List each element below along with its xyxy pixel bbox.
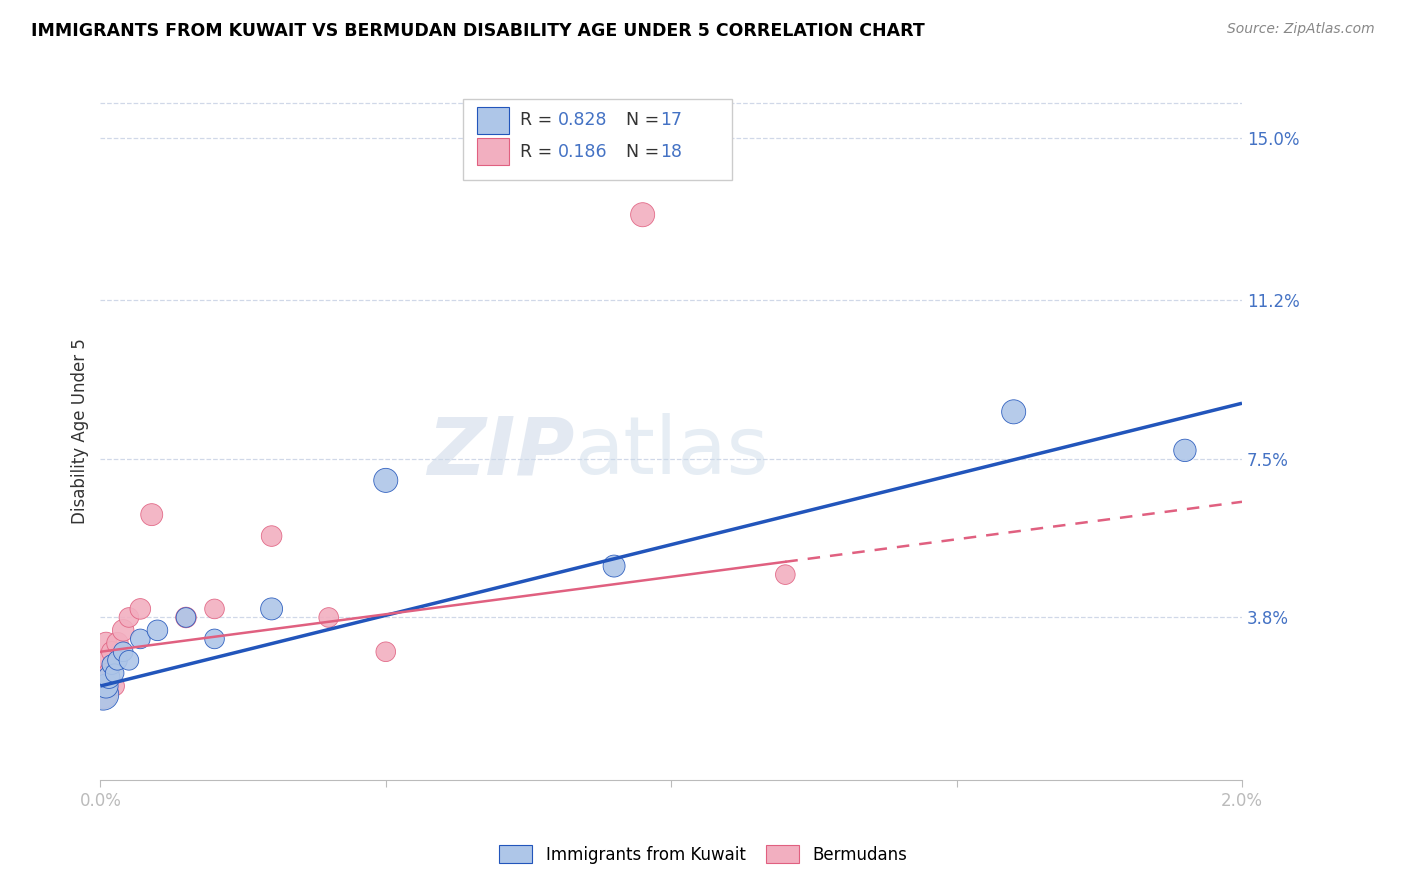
Text: 17: 17: [659, 112, 682, 129]
Text: ZIP: ZIP: [427, 413, 574, 491]
Text: 0.186: 0.186: [558, 143, 607, 161]
Point: [112, 645, 135, 659]
Point: [94, 636, 117, 650]
Point: [118, 610, 141, 624]
Text: R =: R =: [520, 143, 558, 161]
Point: [775, 567, 797, 582]
Text: atlas: atlas: [574, 413, 769, 491]
Point: [1002, 405, 1025, 419]
Point: [204, 632, 226, 646]
Point: [100, 645, 122, 659]
Point: [174, 610, 197, 624]
Text: IMMIGRANTS FROM KUWAIT VS BERMUDAN DISABILITY AGE UNDER 5 CORRELATION CHART: IMMIGRANTS FROM KUWAIT VS BERMUDAN DISAB…: [31, 22, 925, 40]
Text: N =: N =: [616, 112, 665, 129]
Point: [260, 529, 283, 543]
Point: [112, 624, 135, 638]
Legend: Immigrants from Kuwait, Bermudans: Immigrants from Kuwait, Bermudans: [492, 838, 914, 871]
Point: [97, 666, 120, 681]
Point: [146, 624, 169, 638]
Point: [1174, 443, 1197, 458]
Point: [204, 602, 226, 616]
Point: [374, 474, 396, 488]
Bar: [477, 138, 509, 165]
Point: [91, 688, 114, 702]
Bar: [477, 107, 509, 134]
Point: [100, 657, 122, 672]
Point: [104, 666, 127, 681]
Text: 18: 18: [659, 143, 682, 161]
Point: [129, 602, 152, 616]
Point: [107, 636, 129, 650]
Point: [107, 653, 129, 667]
Point: [118, 653, 141, 667]
Text: R =: R =: [520, 112, 558, 129]
Point: [603, 559, 626, 574]
Point: [174, 610, 197, 624]
Point: [91, 688, 114, 702]
Point: [318, 610, 340, 624]
Point: [631, 208, 654, 222]
Text: Source: ZipAtlas.com: Source: ZipAtlas.com: [1227, 22, 1375, 37]
Point: [94, 653, 117, 667]
FancyBboxPatch shape: [464, 99, 731, 179]
Text: N =: N =: [616, 143, 665, 161]
Point: [141, 508, 163, 522]
Point: [374, 645, 396, 659]
Point: [94, 679, 117, 693]
Text: 0.828: 0.828: [558, 112, 607, 129]
Point: [97, 670, 120, 684]
Point: [104, 679, 127, 693]
Point: [129, 632, 152, 646]
Point: [260, 602, 283, 616]
Y-axis label: Disability Age Under 5: Disability Age Under 5: [72, 338, 89, 524]
